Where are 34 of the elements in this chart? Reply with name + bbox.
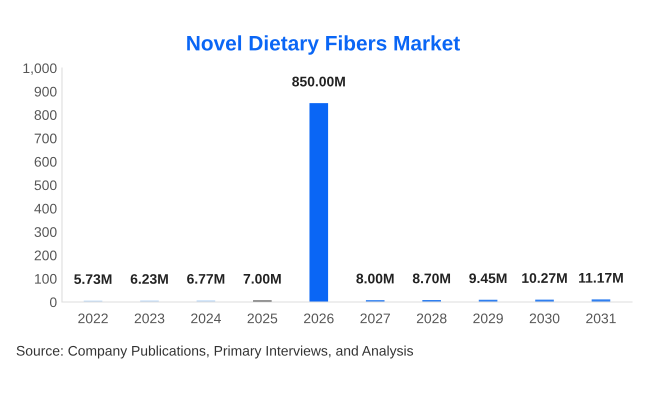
data-label: 9.45M	[469, 273, 506, 284]
data-label: 8.70M	[412, 273, 450, 284]
data-label: 11.17M	[579, 273, 623, 283]
x-tick-label: 2027	[360, 313, 390, 324]
y-tick-label: 200	[34, 250, 57, 260]
y-tick-label: 400	[34, 204, 57, 214]
chart-title: Novel Dietary Fibers Market	[187, 35, 460, 55]
y-tick-label: 900	[34, 86, 57, 97]
x-tick-label: 2023	[134, 313, 164, 324]
y-tick-label: 0	[50, 297, 57, 308]
y-tick-label: 100	[35, 274, 57, 284]
data-label: 6.23M	[130, 274, 168, 284]
data-label: 5.73M	[74, 274, 112, 284]
x-tick-label: 2024	[191, 313, 221, 324]
data-label: 850.00M	[292, 76, 345, 86]
data-label: 10.27M	[522, 273, 567, 283]
y-tick-label: 600	[34, 156, 57, 167]
x-tick-label: 2026	[304, 313, 334, 324]
x-tick-label: 2028	[416, 313, 446, 324]
bar	[309, 103, 328, 302]
source-note: Source: Company Publications, Primary Interviews, and Analysis	[16, 346, 414, 358]
data-label: 7.00M	[244, 274, 281, 284]
y-tick-label: 300	[34, 227, 57, 237]
x-tick-label: 2025	[248, 313, 278, 324]
x-tick-label: 2029	[473, 313, 503, 324]
x-tick-label: 2022	[78, 313, 108, 324]
y-tick-label: 500	[34, 180, 57, 190]
x-tick-label: 2031	[586, 313, 616, 324]
y-tick-label: 700	[34, 134, 57, 144]
y-tick-label: 1,000	[23, 63, 57, 75]
y-tick-label: 800	[34, 110, 57, 120]
x-tick-label: 2030	[530, 313, 560, 324]
data-label: 6.77M	[187, 274, 224, 284]
data-label: 8.00M	[356, 274, 394, 284]
